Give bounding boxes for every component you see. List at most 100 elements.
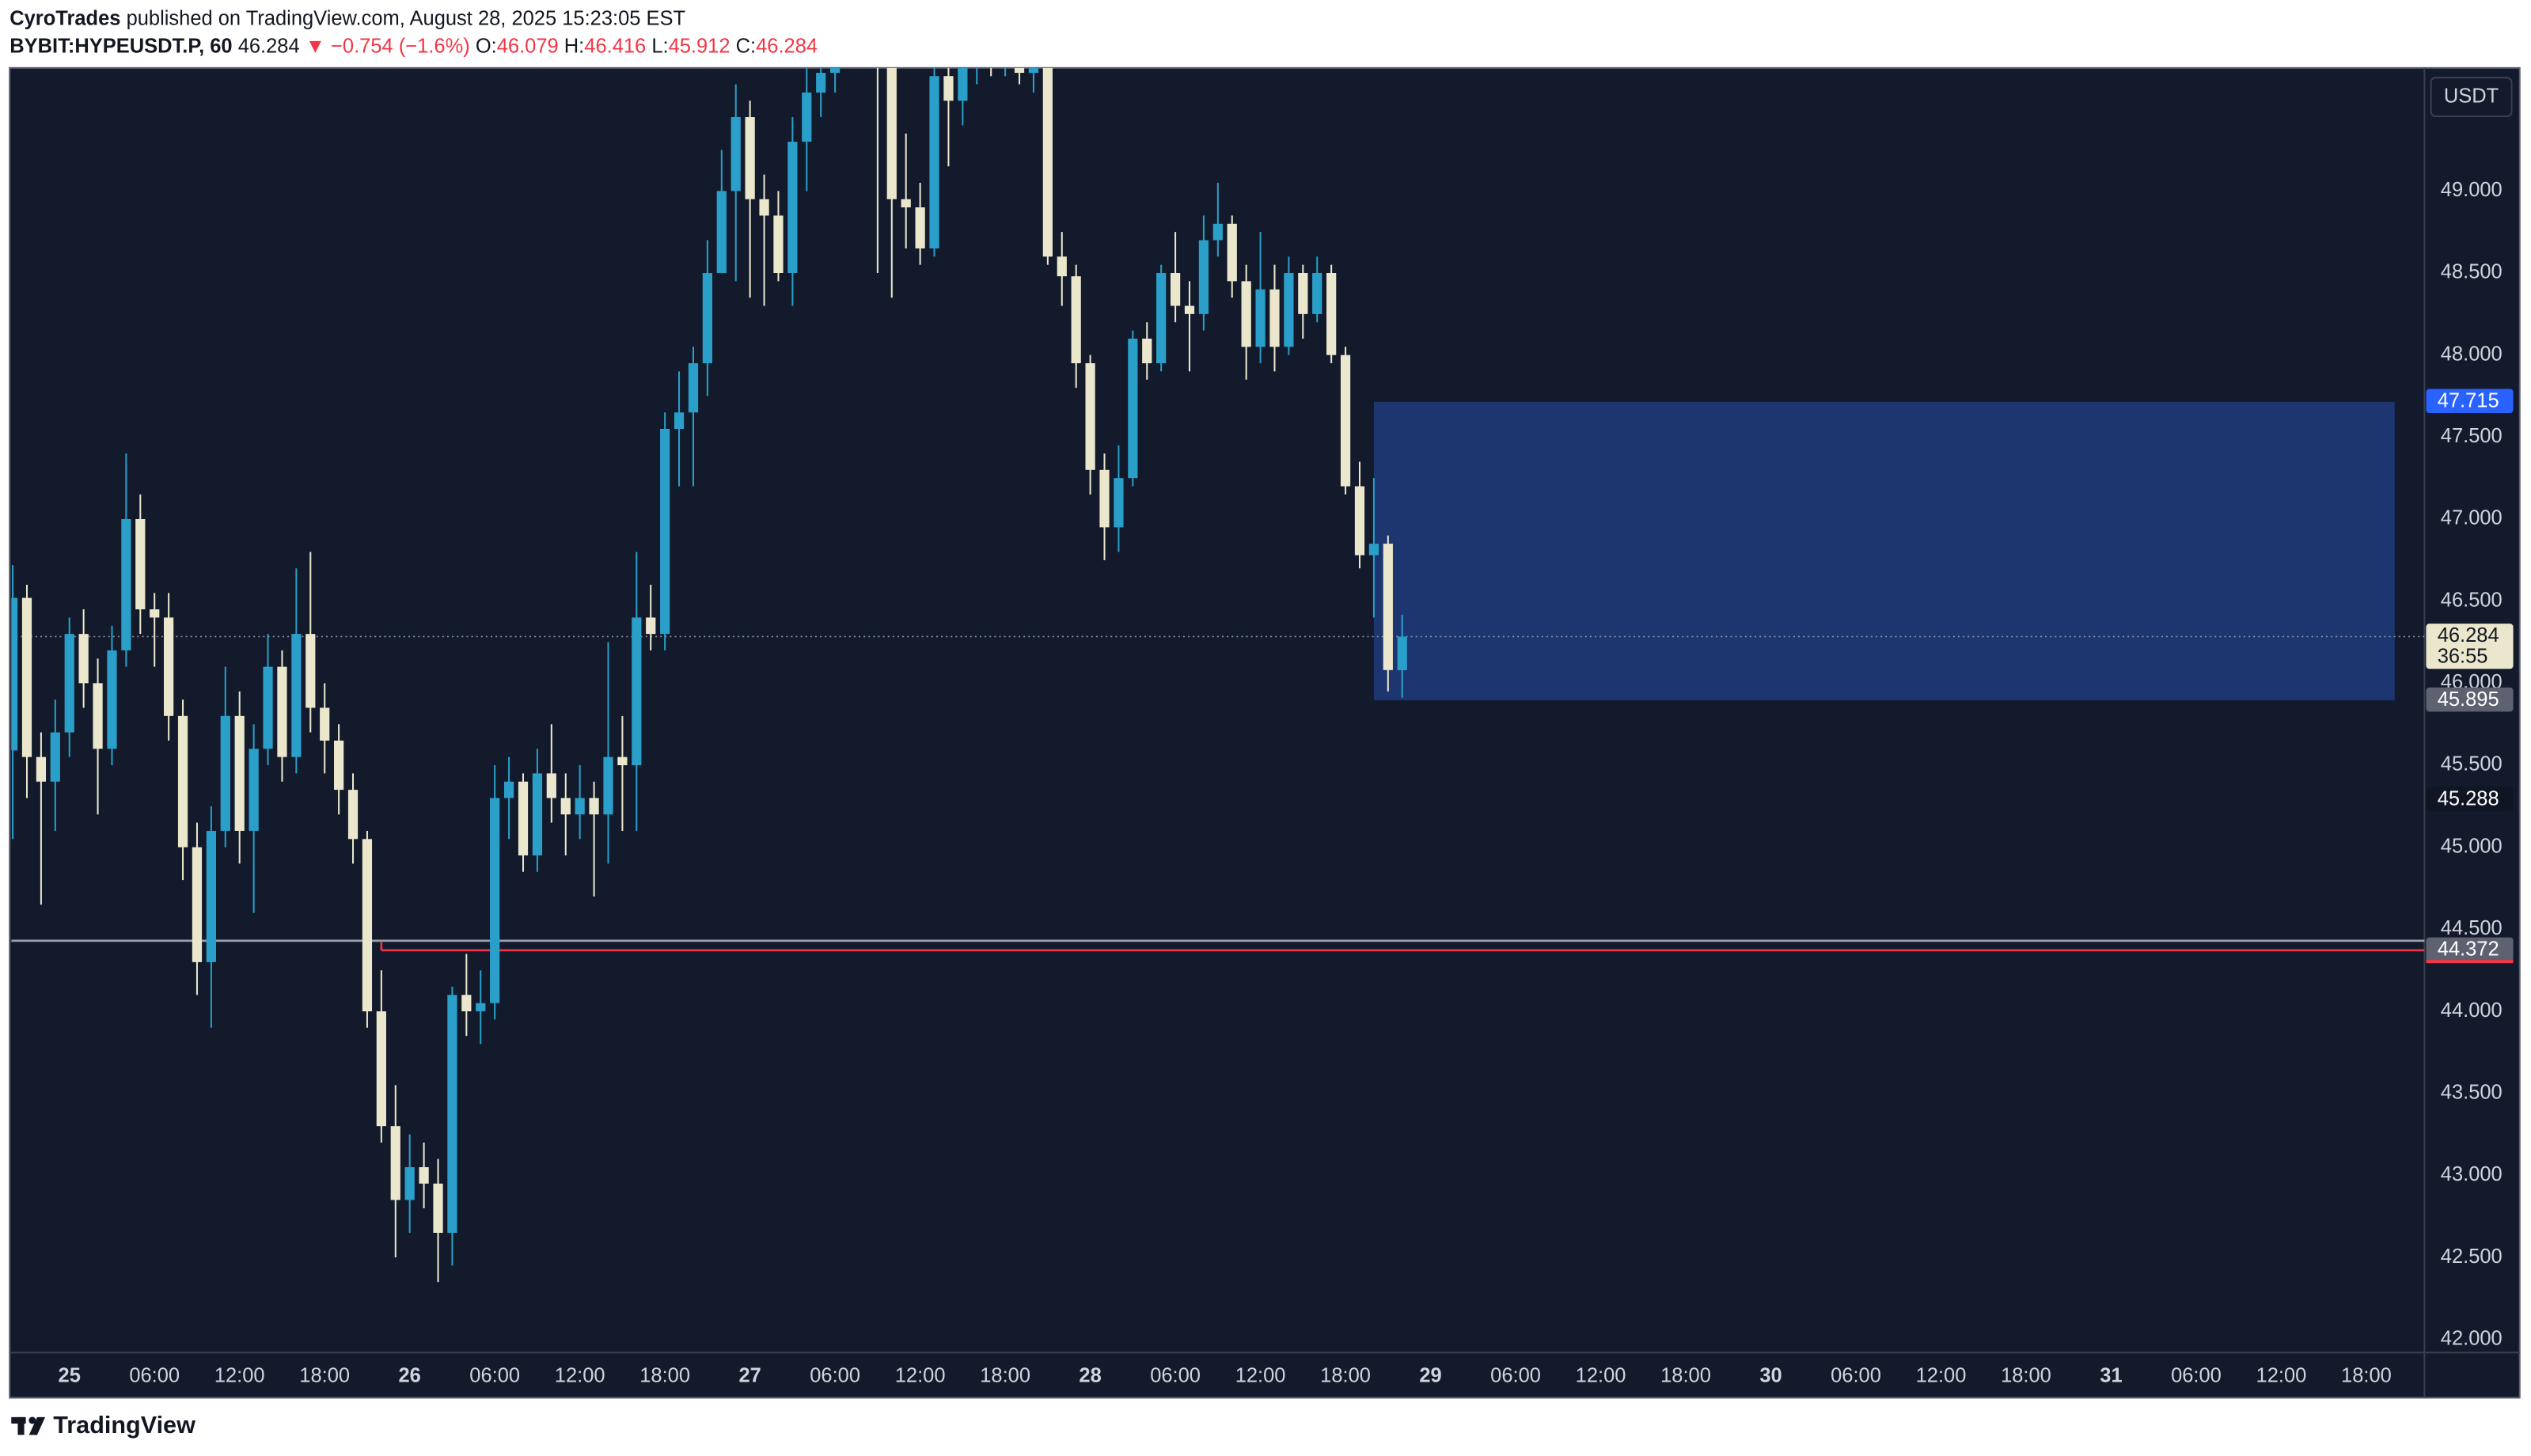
candle-body: [830, 67, 841, 74]
candle-body: [560, 798, 571, 815]
candle-body: [291, 634, 302, 757]
candle-body: [1028, 67, 1039, 74]
x-tick-label: 06:00: [1831, 1365, 1881, 1387]
candle-body: [1298, 273, 1308, 314]
candle-body: [1057, 256, 1067, 277]
price-label: 47.715: [2438, 389, 2499, 411]
y-tick-label: 45.000: [2441, 835, 2503, 857]
ohlc-value: 46.079: [497, 35, 559, 57]
ohlc-value: 46.284: [756, 35, 818, 57]
legend-price: 46.284: [238, 35, 300, 57]
candle-body: [1368, 544, 1379, 555]
candle-body: [688, 363, 699, 413]
ohlc-key: H:: [564, 35, 585, 57]
candle-body: [929, 76, 939, 248]
candle-body: [773, 215, 784, 274]
y-tick-label: 44.500: [2441, 917, 2503, 939]
x-tick-label: 12:00: [1916, 1365, 1967, 1387]
logo-shape: [28, 1416, 46, 1435]
candle-body: [461, 995, 472, 1012]
candle-body: [305, 634, 316, 708]
candle-body: [419, 1167, 429, 1184]
candle-body: [1312, 273, 1322, 314]
candle-body: [11, 597, 18, 751]
x-tick-label: 29: [1419, 1365, 1441, 1387]
candle-body: [759, 199, 769, 216]
x-tick-label: 12:00: [1576, 1365, 1626, 1387]
y-tick-label: 49.000: [2441, 179, 2503, 201]
candle-body: [1142, 338, 1152, 364]
price-label: 45.895: [2438, 688, 2499, 711]
candle-body: [1014, 67, 1025, 74]
x-tick-label: 12:00: [214, 1365, 265, 1387]
y-tick-label: 48.500: [2441, 261, 2503, 283]
candle-body: [1227, 223, 1237, 282]
currency[interactable]: USDT: [2444, 85, 2499, 107]
y-tick-label: 43.500: [2441, 1081, 2503, 1103]
currency-button[interactable]: [2430, 77, 2513, 118]
ohlc-value: 45.912: [669, 35, 730, 57]
x-tick-label: 26: [399, 1365, 421, 1387]
symbol-legend: BYBIT:HYPEUSDT.P, 60 46.284 ▼ −0.754 (−1…: [9, 35, 818, 57]
candle-body: [1114, 478, 1124, 528]
x-tick-label: 18:00: [1660, 1365, 1711, 1387]
candle-body: [1170, 273, 1181, 306]
candle-body: [206, 830, 216, 962]
x-tick-label: 06:00: [1490, 1365, 1541, 1387]
ohlc-key: O:: [476, 35, 497, 57]
candle-body: [249, 749, 259, 831]
candle-body: [36, 756, 47, 782]
x-tick-label: 18:00: [1320, 1365, 1371, 1387]
candle-body: [376, 1011, 386, 1127]
candle-body: [263, 666, 273, 749]
candle-body: [320, 707, 330, 741]
x-tick-label: 12:00: [895, 1365, 946, 1387]
x-tick-label: 28: [1079, 1365, 1101, 1387]
x-tick-label: 18:00: [980, 1365, 1030, 1387]
candle-body: [802, 92, 812, 142]
candle-body: [546, 773, 556, 798]
price-label: 45.288: [2438, 788, 2499, 810]
zone: [1373, 401, 2395, 701]
candle-body: [1284, 273, 1294, 347]
candle-body: [1085, 363, 1095, 470]
y-tick-label: 43.000: [2441, 1163, 2503, 1185]
candle-body: [1184, 305, 1195, 314]
published-note: published on TradingView.com, August 28,…: [127, 7, 686, 29]
candle-body: [816, 73, 826, 93]
price-label: 44.372: [2438, 938, 2499, 961]
candle-body: [617, 756, 628, 766]
x-tick-label: 12:00: [555, 1365, 605, 1387]
logo-shape: [28, 1416, 36, 1424]
candle-body: [404, 1167, 415, 1200]
price-label-box: [2426, 687, 2514, 712]
candle-body: [943, 76, 954, 101]
y-tick-label: 48.000: [2441, 343, 2503, 365]
candle-body: [1071, 276, 1081, 364]
candle-body: [107, 650, 117, 749]
candle-body: [1383, 544, 1393, 670]
candle-body: [1212, 223, 1223, 241]
y-tick-label: 46.500: [2441, 589, 2503, 611]
candle-body: [730, 117, 741, 191]
candle-body: [64, 634, 74, 733]
candle-body: [21, 597, 32, 757]
symbol: BYBIT:HYPEUSDT.P, 60: [9, 35, 232, 57]
x-tick-label: 12:00: [1235, 1365, 1286, 1387]
candle-body: [532, 773, 543, 856]
candle-body: [1340, 355, 1351, 487]
candle-body: [1241, 281, 1251, 347]
candle-body: [220, 715, 230, 831]
candle-body: [78, 634, 89, 684]
candle-body: [135, 519, 146, 610]
footer-brand: TradingView: [53, 1412, 195, 1439]
candle-body: [390, 1126, 400, 1200]
y-tick-label: 45.500: [2441, 753, 2503, 775]
x-tick-label: 30: [1759, 1365, 1782, 1387]
candle-body: [632, 617, 642, 766]
x-tick-label: 18:00: [639, 1365, 690, 1387]
candle-body: [150, 609, 160, 618]
candle-body: [660, 428, 670, 635]
candle-body: [1198, 240, 1209, 314]
